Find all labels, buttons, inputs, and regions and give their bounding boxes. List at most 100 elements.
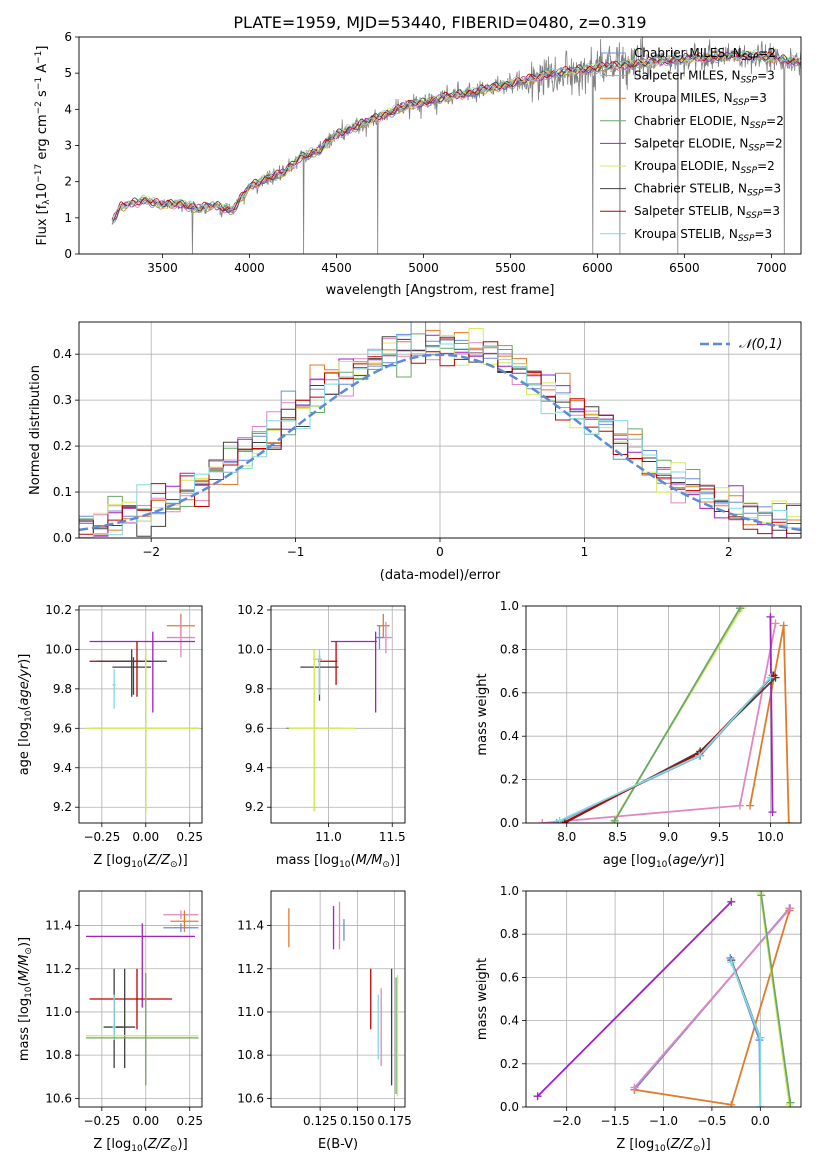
mass-vs-Z-chart: −0.25 0.00 0.25 10.6 10.8 11.0 11.2 11.4 Z [log1… [17,890,203,1154]
weight-vs-Z-chart: −2.0 −1.5 −1.0 −0.5 0.0 0.0 0.2 0.4 0.6 0.8 1.0 Z [… [475,884,802,1154]
legend-entry: Chabrier MILES, NSSP​=2 [634,46,776,63]
weight-marker [784,819,793,823]
spectrum-chart: 3500 4000 4500 5000 5500 6000 6500 7000 0 1 2 3 4 5 6 C… [34,30,802,298]
x-tick-label: 2 [725,545,733,559]
x-tick-label: 0.25 [176,830,203,844]
x-tick-label: 3500 [147,261,178,275]
y-tick-label: 5 [64,66,72,80]
weight-marker [727,1100,736,1107]
x-tick-label: 6000 [582,261,613,275]
histogram-step [79,338,801,535]
weight-marker [630,1083,639,1092]
x-tick-label: 4000 [234,261,265,275]
y-tick-label: 10.0 [45,642,72,656]
x-tick-label: 0.150 [340,1114,374,1128]
y-tick-label: 11.0 [237,1005,264,1019]
x-tick-label: 5000 [408,261,439,275]
spectrum-lines [111,37,801,254]
x-axis-label: Z [log10​(Z/Z⊙​)] [616,1137,710,1154]
y-tick-label: 10.6 [45,1091,72,1105]
weight-line [760,895,792,1103]
weight-marker [726,953,735,962]
y-axis-label: Normed distribution [28,365,43,495]
weight-marker [766,612,775,621]
y-tick-label: 2 [64,175,72,189]
y-tick-label: 0.3 [53,393,72,407]
y-axis-label: mass weight [475,673,490,755]
y-tick-label: 10.2 [45,603,72,617]
y-tick-label: 10.6 [237,1091,264,1105]
weight-marker [746,801,755,810]
x-axis-label: age [log10​(age/yr)] [603,853,725,870]
weight-marker [766,673,775,682]
errorbar-layer [86,613,199,812]
errorbar-layer [86,910,199,1086]
axes-frame [525,890,802,1108]
weight-marker [786,1098,795,1107]
weight-line [536,901,732,1097]
age-vs-Z-chart: −0.25 0.00 0.25 9.2 9.4 9.6 9.8 10.0 10.2 Z [log1… [17,603,203,870]
axes-frame [78,36,802,255]
normal-reference-curve [79,353,801,532]
y-tick-label: 0.4 [53,347,72,361]
y-tick-label: 0.0 [500,1100,519,1114]
y-tick-label: 9.6 [245,721,264,735]
x-tick-label: 10.0 [757,830,784,844]
x-axis-label: wavelength [Angstrom, rest frame] [326,283,555,298]
axes-frame [270,605,406,824]
y-tick-label: 0.8 [500,927,519,941]
y-tick-label: 10.0 [237,642,264,656]
y-tick-label: 9.8 [53,682,72,696]
errorbar-layer [288,901,399,1097]
x-tick-label: 7000 [756,261,787,275]
y-tick-label: 9.4 [53,761,72,775]
x-tick-label: −1.0 [649,1114,678,1128]
y-axis-label: Flux [fλ​10−17​ erg cm−2​ s−1​ A−1​] [34,46,52,246]
x-tick-label: 0.00 [132,830,159,844]
x-tick-label: −0.5 [697,1114,726,1128]
legend-entry: Chabrier ELODIE, NSSP​=2 [634,114,784,131]
y-tick-label: 0.8 [500,642,519,656]
weight-marker [727,958,736,967]
y-tick-label: 11.4 [45,919,72,933]
model-line [111,49,801,222]
y-tick-label: 4 [64,102,72,116]
histogram-step [79,335,801,538]
weight-lines [538,606,793,823]
x-tick-label: 1 [581,545,589,559]
y-tick-label: 0.4 [500,1014,519,1028]
y-tick-label: 0.2 [500,773,519,787]
x-tick-label: 8.5 [608,830,627,844]
x-axis-label: mass [log10​(M/M⊙​)] [276,853,400,870]
x-tick-label: 8.0 [557,830,576,844]
histogram-layer [79,322,801,538]
x-tick-label: 9.0 [659,830,678,844]
y-tick-label: 0.0 [500,816,519,830]
y-axis-label: mass weight [475,958,490,1040]
y-tick-label: 1 [64,211,72,225]
y-tick-label: 0 [64,247,72,261]
x-tick-label: 11.5 [379,830,406,844]
y-tick-label: 11.0 [45,1005,72,1019]
x-axis-label: (data-model)/error [380,568,501,583]
y-tick-label: 0.4 [500,729,519,743]
x-tick-label: 0.125 [303,1114,337,1128]
y-tick-label: 1.0 [500,884,519,898]
axes-frame [270,890,406,1108]
y-axis-label: mass [log10​(M/M⊙​)] [17,937,34,1061]
weight-line [633,907,791,1089]
y-tick-label: 9.2 [245,800,264,814]
weight-marker [560,819,569,823]
legend-entry: Kroupa STELIB, NSSP​=3 [634,227,772,244]
age-vs-mass-chart: 11.0 11.5 9.2 9.4 9.6 9.8 10.0 10.2 mass [log10​… [237,603,405,870]
y-tick-label: 0.2 [500,1057,519,1071]
axes-frame [78,321,802,539]
y-tick-label: 11.2 [237,962,264,976]
legend-entry: 𝒩(0,1) [739,337,782,352]
weight-marker [555,816,564,823]
model-line [111,51,801,222]
legend-entry: Kroupa ELODIE, NSSP​=2 [634,159,775,176]
y-tick-label: 3 [64,139,72,153]
axes-frame [78,605,203,824]
weight-marker [533,1092,542,1101]
